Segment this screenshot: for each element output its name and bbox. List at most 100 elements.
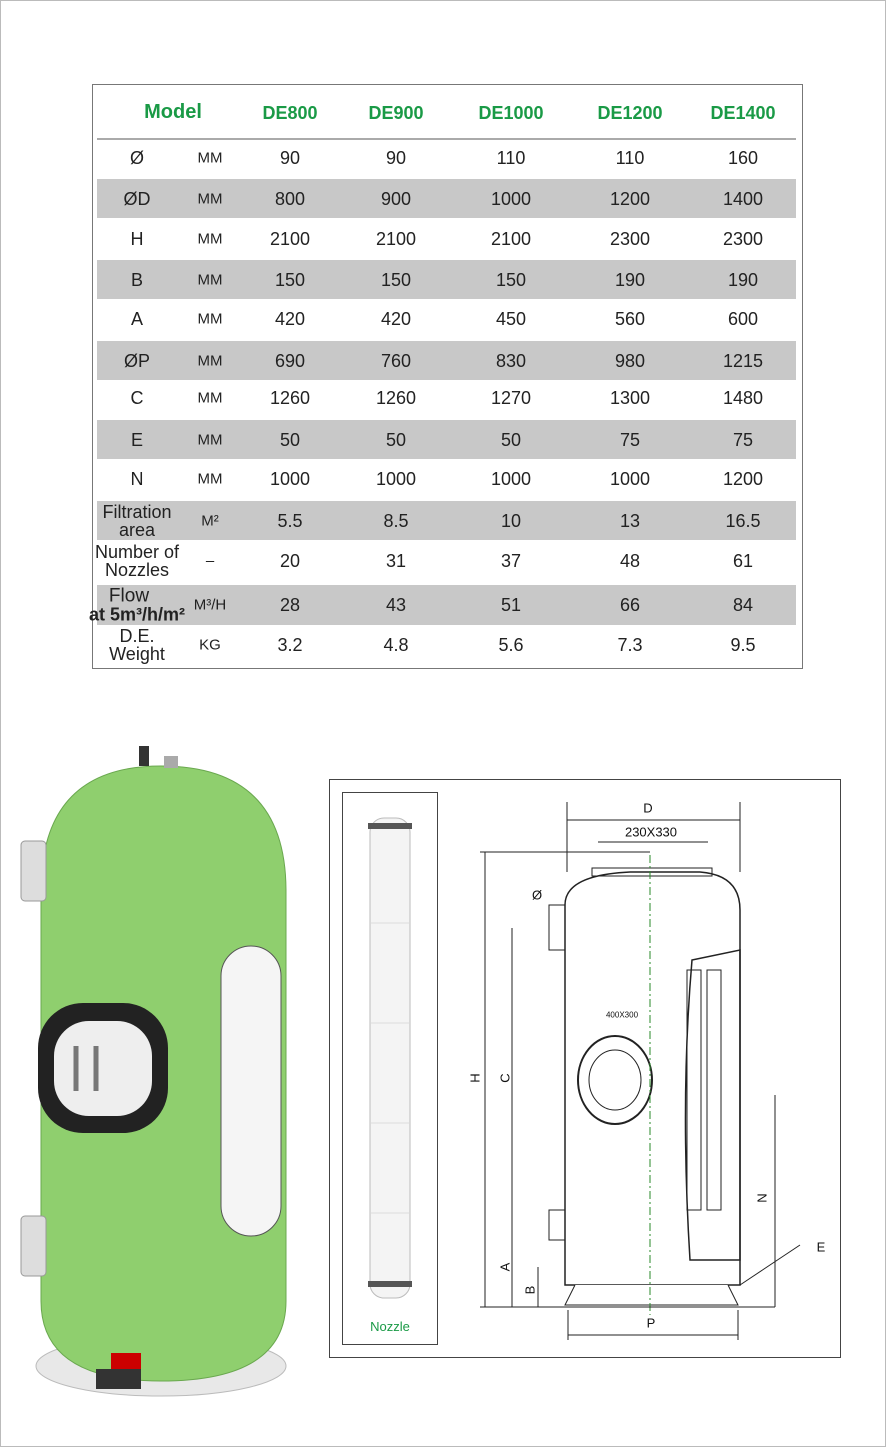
row-unit: –: [205, 552, 215, 570]
cell-value: 3.2: [277, 635, 303, 655]
cell-value: 43: [385, 595, 407, 615]
row-label: C: [97, 389, 177, 407]
nozzle-caption: Nozzle: [370, 1319, 410, 1334]
cell-value: 1000: [490, 469, 532, 489]
row-unit: MM: [197, 271, 223, 288]
table-row: C MM 1260 1260 1270 1300 1480: [97, 379, 796, 417]
row-label-text: ØD: [123, 188, 151, 209]
row-label: Filtration area: [90, 503, 185, 539]
row-unit: MM: [197, 352, 223, 369]
row-label-text: C: [130, 388, 144, 408]
row-unit: M³/H: [193, 596, 227, 614]
cell-value: 2300: [609, 229, 651, 249]
cell-value: 5.5: [277, 510, 303, 531]
label-A: A: [497, 1262, 513, 1272]
model-col: DE800: [262, 103, 318, 123]
cell-value: 2100: [490, 229, 532, 249]
row-label-text: ØP: [123, 350, 150, 371]
table-row: Filtration area M² 5.5 8.5 10 13 16.5: [97, 501, 796, 540]
row-unit: M²: [201, 512, 219, 529]
cell-value: 9.5: [730, 635, 756, 655]
cell-value: 16.5: [725, 510, 761, 531]
cell-value: 37: [500, 551, 522, 571]
cell-value: 90: [279, 148, 301, 168]
cell-value: 90: [385, 148, 407, 168]
nozzle-image: Nozzle: [342, 792, 438, 1345]
cell-value: 7.3: [617, 635, 643, 655]
row-label-text: D.E. Weight: [109, 626, 165, 664]
table-header: Model DE800 DE900 DE1000 DE1200 DE1400: [93, 85, 802, 139]
row-label: Ø: [97, 149, 177, 167]
label-manhole: 400X300: [605, 1010, 639, 1020]
cell-value: 600: [727, 309, 759, 329]
cell-value: 1215: [722, 350, 764, 371]
tank-drawing: [480, 802, 801, 1340]
cell-value: 75: [619, 429, 641, 450]
cell-value: 50: [500, 429, 522, 450]
cell-value: 800: [274, 188, 306, 209]
table-row: ØP MM 690 760 830 980 1215: [97, 341, 796, 380]
row-label: H: [97, 230, 177, 248]
cell-value: 1000: [490, 188, 532, 209]
dimension-diagram: Nozzle D 230X330 Ø 400X300 H C A B N E P: [329, 779, 841, 1358]
row-label-text: B: [130, 269, 143, 290]
cell-value: 51: [500, 595, 522, 615]
row-unit: MM: [197, 190, 223, 207]
row-label-text: Number of Nozzles: [94, 542, 180, 580]
nozzle-drawing: [368, 817, 412, 1299]
row-label: N: [97, 470, 177, 488]
cell-value: 75: [732, 429, 754, 450]
cell-value: 1260: [375, 388, 417, 408]
row-unit: MM: [197, 470, 223, 488]
table-row: Flow at 5m³/h/m² M³/H 28 43 51 66 84: [89, 585, 796, 625]
spec-table: Model DE800 DE900 DE1000 DE1200 DE1400 Ø…: [89, 84, 803, 669]
row-label: ØD: [97, 190, 177, 208]
cell-value: 1480: [722, 388, 764, 408]
cell-value: 190: [614, 269, 646, 290]
row-label: B: [97, 271, 177, 289]
cell-value: 50: [279, 429, 301, 450]
cell-value: 560: [614, 309, 646, 329]
row-label-text: N: [130, 469, 144, 489]
table-row: ØD MM 800 900 1000 1200 1400: [97, 179, 796, 218]
row-unit: MM: [197, 389, 223, 407]
model-header: Model: [144, 101, 202, 123]
table-row: H MM 2100 2100 2100 2300 2300: [97, 220, 796, 258]
cell-value: 150: [495, 269, 527, 290]
cell-value: 50: [385, 429, 407, 450]
filter-tank-photo: [20, 746, 287, 1397]
label-P: P: [646, 1315, 656, 1331]
label-D: D: [643, 800, 653, 816]
cell-value: 830: [495, 350, 527, 371]
label-H: H: [467, 1073, 483, 1083]
cell-value: 900: [380, 188, 412, 209]
row-unit: MM: [197, 230, 223, 248]
row-unit: MM: [197, 310, 223, 328]
cell-value: 5.6: [498, 635, 524, 655]
row-label: ØP: [97, 352, 177, 370]
row-label-text: Filtration area: [102, 501, 172, 540]
cell-value: 1400: [722, 188, 764, 209]
cell-value: 690: [274, 350, 306, 371]
cell-value: 150: [274, 269, 306, 290]
cell-value: 13: [619, 510, 641, 531]
cell-value: 2100: [269, 229, 311, 249]
cell-value: 150: [380, 269, 412, 290]
cell-value: 4.8: [383, 635, 409, 655]
table-row: Ø MM 90 90 110 110 160: [97, 139, 796, 177]
cell-value: 1300: [609, 388, 651, 408]
label-C: C: [497, 1073, 513, 1083]
row-label-text: H: [130, 229, 144, 249]
cell-value: 1270: [490, 388, 532, 408]
row-unit: MM: [197, 149, 223, 167]
cell-value: 160: [727, 148, 759, 168]
cell-value: 84: [732, 595, 754, 615]
row-label: E: [97, 431, 177, 449]
cell-value: 48: [619, 551, 641, 571]
cell-value: 1000: [269, 469, 311, 489]
row-sublabel: at 5m³/h/m²: [88, 604, 186, 625]
table-row: B MM 150 150 150 190 190: [97, 260, 796, 299]
cell-value: 450: [495, 309, 527, 329]
row-label: A: [97, 310, 177, 328]
